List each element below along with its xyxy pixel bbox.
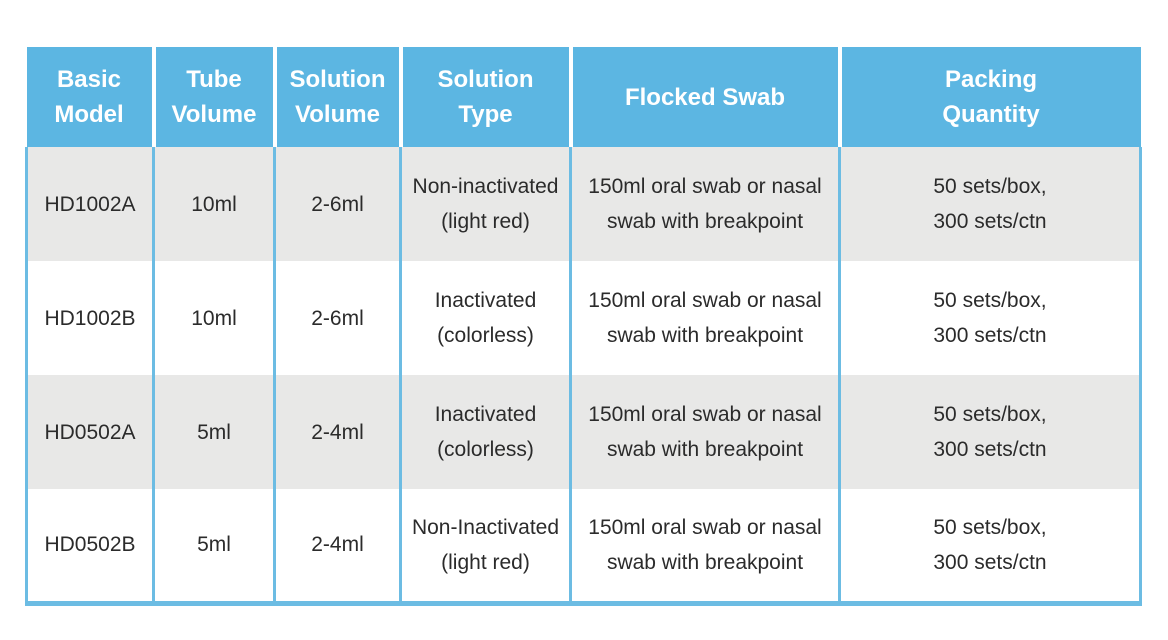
cell-solution-type: Inactivated (colorless) xyxy=(400,261,572,375)
header-flocked-swab: Flocked Swab xyxy=(570,47,842,147)
cell-solution-volume: 2-6ml xyxy=(274,147,402,261)
table-row: HD0502B 5ml 2-4ml Non-Inactivated (light… xyxy=(25,489,1142,606)
header-solution-volume: Solution Volume xyxy=(274,47,403,147)
cell-solution-type: Non-inactivated (light red) xyxy=(400,147,572,261)
cell-solution-volume: 2-4ml xyxy=(274,375,402,489)
cell-flocked-swab: 150ml oral swab or nasal swab with break… xyxy=(570,261,841,375)
product-spec-table: Basic Model Tube Volume Solution Volume … xyxy=(25,47,1142,606)
header-row: Basic Model Tube Volume Solution Volume … xyxy=(26,47,1141,147)
cell-flocked-swab: 150ml oral swab or nasal swab with break… xyxy=(570,375,841,489)
header-solution-type: Solution Type xyxy=(400,47,573,147)
cell-packing-quantity: 50 sets/box, 300 sets/ctn xyxy=(839,261,1142,375)
header-packing-quantity: Packing Quantity xyxy=(839,47,1141,147)
table-row: HD0502A 5ml 2-4ml Inactivated (colorless… xyxy=(25,375,1142,489)
cell-basic-model: HD1002B xyxy=(25,261,155,375)
cell-basic-model: HD1002A xyxy=(25,147,155,261)
header-basic-model: Basic Model xyxy=(26,47,156,147)
cell-solution-volume: 2-6ml xyxy=(274,261,402,375)
product-spec-table-container: Basic Model Tube Volume Solution Volume … xyxy=(25,47,1142,606)
cell-packing-quantity: 50 sets/box, 300 sets/ctn xyxy=(839,147,1142,261)
cell-packing-quantity: 50 sets/box, 300 sets/ctn xyxy=(839,489,1142,606)
header-tube-volume: Tube Volume xyxy=(153,47,277,147)
cell-tube-volume: 5ml xyxy=(153,375,276,489)
cell-solution-type: Non-Inactivated (light red) xyxy=(400,489,572,606)
cell-tube-volume: 5ml xyxy=(153,489,276,606)
cell-packing-quantity: 50 sets/box, 300 sets/ctn xyxy=(839,375,1142,489)
table-row: HD1002B 10ml 2-6ml Inactivated (colorles… xyxy=(25,261,1142,375)
cell-tube-volume: 10ml xyxy=(153,147,276,261)
cell-solution-type: Inactivated (colorless) xyxy=(400,375,572,489)
cell-flocked-swab: 150ml oral swab or nasal swab with break… xyxy=(570,147,841,261)
cell-solution-volume: 2-4ml xyxy=(274,489,402,606)
cell-tube-volume: 10ml xyxy=(153,261,276,375)
table-row: HD1002A 10ml 2-6ml Non-inactivated (ligh… xyxy=(25,147,1142,261)
cell-flocked-swab: 150ml oral swab or nasal swab with break… xyxy=(570,489,841,606)
cell-basic-model: HD0502B xyxy=(25,489,155,606)
table-body: HD1002A 10ml 2-6ml Non-inactivated (ligh… xyxy=(25,147,1142,606)
table-header: Basic Model Tube Volume Solution Volume … xyxy=(26,47,1141,147)
cell-basic-model: HD0502A xyxy=(25,375,155,489)
